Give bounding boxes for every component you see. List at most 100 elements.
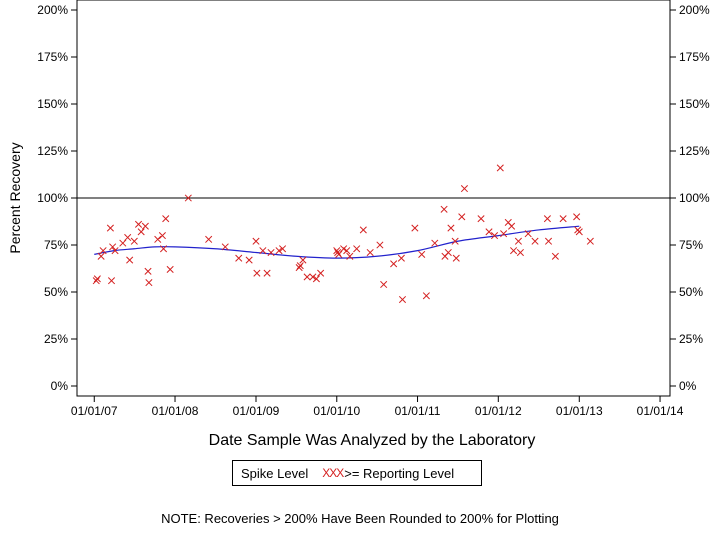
marker-stroke	[184, 194, 192, 202]
marker-stroke	[130, 237, 138, 245]
marker-stroke	[508, 222, 516, 230]
marker-stroke	[162, 215, 170, 223]
data-point-x-marker	[296, 262, 304, 270]
marker-stroke	[504, 218, 512, 226]
data-point-x-marker	[253, 269, 261, 277]
data-point-x-marker	[447, 224, 455, 232]
marker-stroke	[366, 248, 374, 257]
marker-stroke	[447, 224, 455, 232]
marker-stroke	[335, 250, 343, 258]
legend-label-spike-level: Spike Level	[241, 465, 309, 481]
data-point-x-marker	[93, 275, 101, 283]
marker-stroke	[477, 215, 485, 223]
data-point-x-marker	[126, 256, 134, 264]
data-point-x-marker	[259, 247, 267, 255]
data-point-x-marker	[141, 222, 149, 230]
footer-note: NOTE: Recoveries > 200% Have Been Rounde…	[161, 511, 559, 526]
marker-stroke	[346, 252, 354, 260]
y-tick-label-right: 200%	[679, 3, 710, 17]
marker-stroke	[343, 247, 351, 255]
data-point-x-marker	[376, 241, 384, 249]
data-point-x-marker	[343, 247, 351, 255]
data-point-x-marker	[514, 237, 522, 245]
marker-stroke	[92, 277, 100, 285]
data-point-x-marker	[109, 243, 117, 251]
marker-stroke	[245, 256, 253, 264]
y-tick-label-right: 175%	[679, 50, 710, 64]
data-point-x-marker	[444, 248, 452, 257]
data-point-x-marker	[333, 247, 341, 255]
smooth-trend-curve	[94, 225, 580, 259]
marker-stroke	[390, 260, 398, 268]
y-tick-label-right: 25%	[679, 332, 703, 346]
marker-stroke	[275, 247, 283, 255]
data-point-x-marker	[97, 252, 105, 260]
legend-x-markers-icon: XXX	[322, 466, 344, 480]
marker-stroke	[106, 224, 114, 232]
data-point-x-marker	[144, 267, 152, 275]
data-point-x-marker	[477, 215, 485, 223]
marker-stroke	[440, 205, 448, 213]
data-point-x-marker	[158, 232, 166, 240]
data-point-x-marker	[452, 254, 460, 262]
marker-stroke	[99, 247, 107, 255]
marker-stroke	[111, 247, 119, 255]
data-point-x-marker	[451, 237, 459, 245]
marker-stroke	[141, 222, 149, 230]
data-point-x-marker	[440, 205, 448, 213]
marker-stroke	[451, 237, 459, 245]
marker-stroke	[124, 233, 132, 242]
data-point-x-marker	[235, 254, 243, 262]
marker-stroke	[109, 243, 117, 251]
marker-stroke	[145, 279, 153, 287]
data-point-x-marker	[422, 292, 430, 300]
marker-stroke	[359, 226, 367, 234]
y-tick-label-left: 50%	[44, 285, 68, 299]
marker-stroke	[531, 237, 539, 245]
marker-stroke	[422, 292, 430, 300]
marker-stroke	[159, 245, 168, 253]
marker-stroke	[573, 213, 581, 221]
marker-stroke	[458, 213, 466, 221]
marker-stroke	[158, 232, 166, 240]
y-tick-label-left: 25%	[44, 332, 68, 346]
data-point-x-marker	[398, 295, 407, 304]
y-tick-label-right: 125%	[679, 144, 710, 158]
x-tick-label: 01/01/07	[71, 404, 118, 418]
data-point-x-marker	[119, 239, 127, 247]
data-point-x-marker	[99, 247, 107, 255]
data-point-x-marker	[334, 248, 342, 257]
data-point-x-marker	[252, 237, 260, 245]
data-point-x-marker	[366, 248, 374, 257]
marker-stroke	[267, 248, 275, 257]
marker-stroke	[340, 245, 348, 253]
data-point-x-marker	[586, 237, 594, 245]
x-axis-title: Date Sample Was Analyzed by the Laborato…	[209, 432, 536, 449]
data-point-x-marker	[221, 243, 229, 251]
data-point-x-marker	[516, 248, 524, 257]
data-point-x-marker	[508, 222, 516, 230]
marker-stroke	[154, 235, 162, 243]
marker-stroke	[460, 185, 468, 193]
marker-stroke	[586, 237, 594, 245]
marker-stroke	[559, 215, 567, 223]
x-tick-label: 01/01/10	[313, 404, 360, 418]
marker-stroke	[253, 269, 261, 277]
x-tick-label: 01/01/14	[637, 404, 684, 418]
legend: Spike Level XXX >= Reporting Level	[232, 460, 482, 486]
data-point-x-marker	[418, 250, 426, 258]
data-point-x-marker	[510, 247, 518, 255]
data-point-x-marker	[573, 213, 581, 221]
x-tick-label: 01/01/13	[556, 404, 603, 418]
data-point-x-marker	[458, 213, 466, 221]
data-point-x-marker	[130, 237, 138, 245]
data-point-x-marker	[92, 277, 100, 285]
data-point-x-marker	[124, 233, 132, 242]
marker-stroke	[97, 252, 105, 260]
data-point-x-marker	[551, 252, 559, 260]
data-point-x-marker	[107, 277, 116, 285]
marker-stroke	[235, 254, 243, 262]
y-tick-label-left: 150%	[37, 97, 68, 111]
data-point-x-marker	[166, 265, 174, 273]
marker-stroke	[144, 267, 152, 275]
